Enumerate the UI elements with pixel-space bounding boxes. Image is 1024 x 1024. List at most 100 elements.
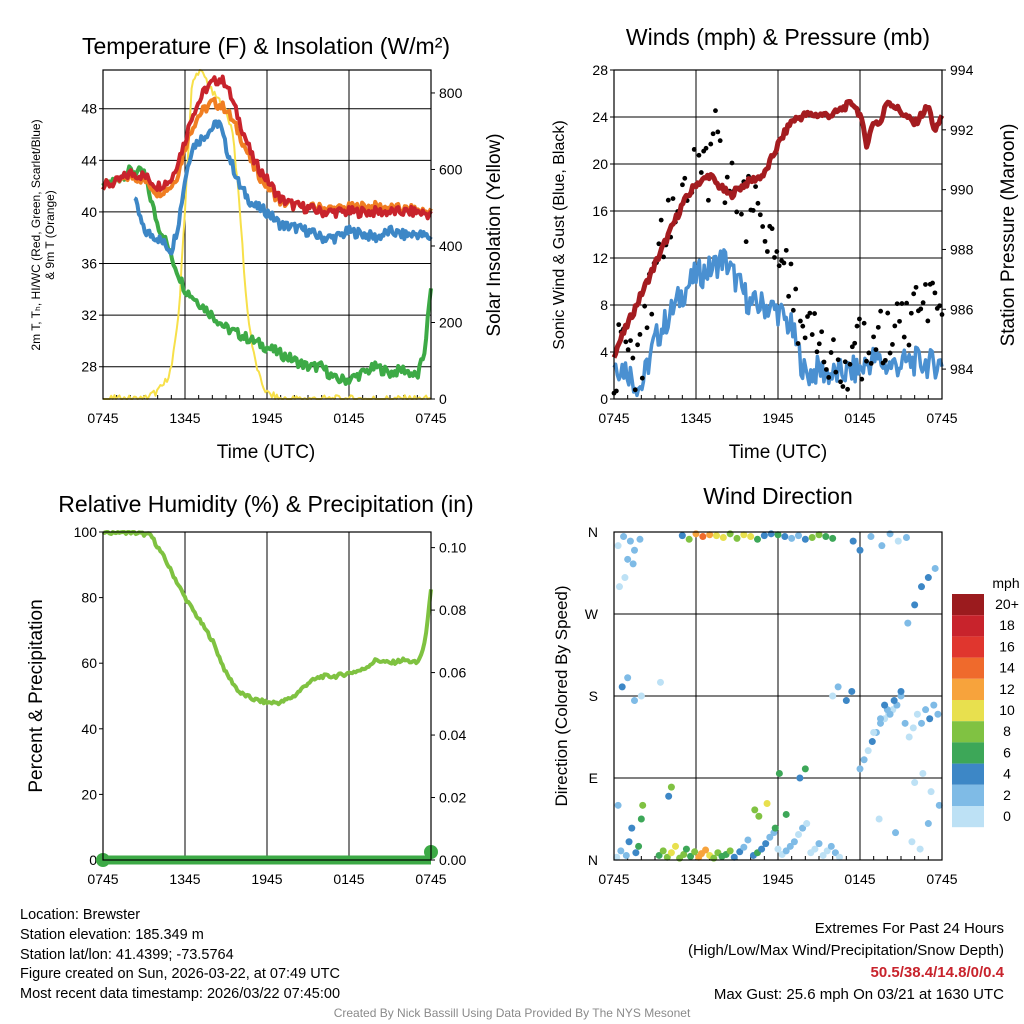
direction-point: [916, 845, 924, 853]
y-tick-label: 16: [592, 203, 608, 219]
direction-point: [631, 546, 638, 554]
station-latlon: Station lat/lon: 41.4399; -73.5764: [20, 946, 234, 963]
direction-point: [831, 849, 839, 857]
gust-point: [857, 316, 862, 322]
direction-point: [795, 532, 802, 540]
direction-point: [875, 815, 883, 823]
direction-point: [730, 853, 738, 861]
gust-point: [661, 254, 666, 260]
direction-point: [613, 853, 621, 861]
direction-point: [827, 842, 835, 850]
direction-point: [758, 845, 766, 853]
gust-point: [637, 332, 643, 337]
direction-point: [799, 824, 807, 832]
gust-point: [680, 182, 685, 188]
colorbar-label: 0: [1003, 808, 1011, 824]
y-tick-label: S: [589, 688, 598, 704]
gust-point: [630, 355, 636, 361]
colorbar-label: 16: [999, 638, 1015, 654]
gust-point: [901, 334, 907, 340]
direction-point: [927, 788, 935, 796]
gust-point: [911, 291, 917, 297]
series-line: [101, 164, 433, 386]
gust-point: [887, 350, 893, 356]
direction-point: [868, 738, 876, 746]
gust-point: [762, 238, 768, 244]
y-tick-label: 20: [81, 786, 97, 802]
direction-point: [924, 820, 932, 828]
gust-point: [616, 322, 622, 328]
temperature-title: Temperature (F) & Insolation (W/m²): [82, 33, 450, 59]
direction-point: [856, 546, 864, 554]
max-gust: Max Gust: 25.6 mph On 03/21 at 1630 UTC: [713, 986, 1004, 1003]
gust-point: [809, 332, 815, 337]
direction-point: [687, 852, 695, 860]
x-tick-label: 1345: [680, 871, 711, 887]
gust-point: [821, 359, 827, 365]
direction-point: [726, 847, 734, 855]
direction-point: [864, 747, 872, 755]
gust-point: [871, 334, 876, 340]
y-tick-label: 990: [950, 182, 974, 198]
direction-point: [924, 574, 932, 582]
direction-point: [926, 715, 934, 723]
plot-frame: [102, 69, 432, 400]
direction-point: [795, 830, 802, 838]
direction-point: [774, 845, 782, 853]
temperature-panel: Temperature (F) & Insolation (W/m²) Time…: [29, 33, 505, 463]
humidity-panel: Relative Humidity (%) & Precipitation (i…: [26, 491, 474, 887]
direction-point: [897, 687, 905, 695]
direction-point: [904, 619, 912, 627]
direction-point: [621, 574, 629, 582]
gust-point: [885, 310, 891, 316]
gust-point: [897, 318, 902, 324]
y-tick-label: W: [585, 606, 599, 622]
direction-point: [856, 765, 864, 773]
direction-point: [625, 838, 633, 846]
gust-point: [705, 197, 711, 203]
gust-point: [812, 311, 817, 316]
direction-point: [624, 674, 632, 682]
y-tick-label: 0.08: [439, 602, 466, 618]
gust-point: [920, 300, 926, 306]
direction-point: [726, 530, 734, 538]
gust-point: [890, 342, 895, 347]
y-tick-label: 20: [592, 156, 608, 172]
direction-point: [626, 537, 634, 545]
series-line: [102, 530, 433, 707]
direction-point: [755, 812, 763, 820]
direction-point: [911, 601, 919, 609]
direction-point: [763, 800, 771, 808]
x-tick-label: 0745: [926, 410, 957, 426]
direction-point: [781, 533, 789, 541]
direction-point: [744, 836, 752, 844]
direction-point: [867, 533, 875, 541]
direction-point: [620, 533, 628, 541]
direction-point: [659, 847, 667, 855]
direction-point: [629, 560, 637, 568]
gust-point: [715, 129, 721, 135]
extremes-title: Extremes For Past 24 Hours: [814, 920, 1004, 937]
direction-point: [878, 542, 886, 550]
y-tick-label: 0.00: [439, 852, 466, 868]
y-tick-label: 12: [592, 250, 608, 266]
gust-point: [875, 324, 881, 330]
direction-point: [886, 710, 894, 718]
direction-point: [829, 692, 837, 700]
colorbar-label: 10: [999, 702, 1015, 718]
figure-created: Figure created on Sun, 2026-03-22, at 07…: [20, 966, 340, 983]
y-tick-label: 0.04: [439, 727, 466, 743]
station-elevation: Station elevation: 185.349 m: [20, 926, 204, 943]
direction-point: [803, 820, 811, 828]
gust-point: [786, 293, 792, 299]
gust-point: [823, 367, 829, 372]
colorbar-title: mph: [992, 575, 1019, 591]
x-tick-label: 1345: [169, 410, 200, 426]
direction-point: [678, 532, 686, 540]
gust-point: [696, 152, 702, 158]
direction-point: [849, 537, 857, 545]
direction-point: [934, 710, 942, 718]
gust-point: [833, 369, 839, 375]
gust-point: [849, 344, 855, 350]
gust-point: [793, 286, 799, 292]
